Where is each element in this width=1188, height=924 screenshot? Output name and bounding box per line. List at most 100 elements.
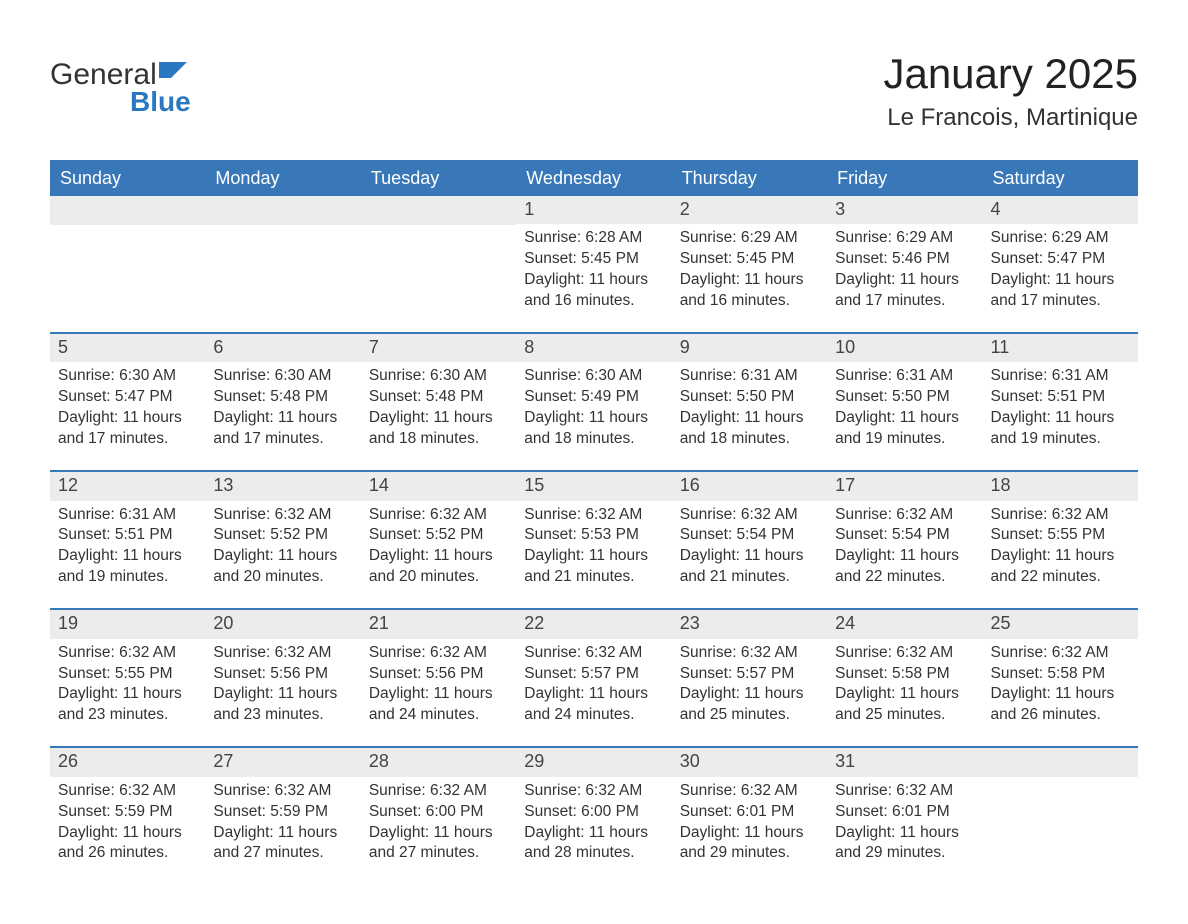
sunrise-text: Sunrise: 6:32 AM (680, 781, 819, 802)
day-body: Sunrise: 6:31 AMSunset: 5:50 PMDaylight:… (672, 362, 827, 454)
daylight-text: Daylight: 11 hours and 17 minutes. (213, 408, 352, 450)
sunrise-text: Sunrise: 6:32 AM (213, 643, 352, 664)
day-cell: 2Sunrise: 6:29 AMSunset: 5:45 PMDaylight… (672, 196, 827, 332)
sunset-text: Sunset: 5:59 PM (213, 802, 352, 823)
day-cell: 27Sunrise: 6:32 AMSunset: 5:59 PMDayligh… (205, 748, 360, 884)
sunset-text: Sunset: 5:50 PM (680, 387, 819, 408)
sunset-text: Sunset: 5:57 PM (524, 664, 663, 685)
daylight-text: Daylight: 11 hours and 24 minutes. (524, 684, 663, 726)
day-number: 20 (205, 610, 360, 638)
day-body: Sunrise: 6:28 AMSunset: 5:45 PMDaylight:… (516, 224, 671, 316)
daylight-text: Daylight: 11 hours and 25 minutes. (680, 684, 819, 726)
daylight-text: Daylight: 11 hours and 25 minutes. (835, 684, 974, 726)
weekday-header: Friday (827, 162, 982, 196)
daylight-text: Daylight: 11 hours and 26 minutes. (58, 823, 197, 865)
day-number: 26 (50, 748, 205, 776)
day-number: 17 (827, 472, 982, 500)
day-number: 29 (516, 748, 671, 776)
day-body (50, 225, 205, 316)
day-cell (983, 748, 1138, 884)
daylight-text: Daylight: 11 hours and 26 minutes. (991, 684, 1130, 726)
sunset-text: Sunset: 5:47 PM (991, 249, 1130, 270)
day-body: Sunrise: 6:32 AMSunset: 5:55 PMDaylight:… (983, 501, 1138, 593)
day-number: 5 (50, 334, 205, 362)
day-number: 8 (516, 334, 671, 362)
sunrise-text: Sunrise: 6:32 AM (991, 643, 1130, 664)
sunset-text: Sunset: 5:57 PM (680, 664, 819, 685)
day-body (983, 777, 1138, 868)
day-number (205, 196, 360, 225)
daylight-text: Daylight: 11 hours and 27 minutes. (369, 823, 508, 865)
day-cell: 20Sunrise: 6:32 AMSunset: 5:56 PMDayligh… (205, 610, 360, 746)
page-title: January 2025 (883, 50, 1138, 98)
day-number: 4 (983, 196, 1138, 224)
sunset-text: Sunset: 5:49 PM (524, 387, 663, 408)
day-body: Sunrise: 6:32 AMSunset: 5:56 PMDaylight:… (205, 639, 360, 731)
sunrise-text: Sunrise: 6:31 AM (835, 366, 974, 387)
day-number: 31 (827, 748, 982, 776)
daylight-text: Daylight: 11 hours and 18 minutes. (524, 408, 663, 450)
sunrise-text: Sunrise: 6:32 AM (58, 643, 197, 664)
sunrise-text: Sunrise: 6:30 AM (58, 366, 197, 387)
daylight-text: Daylight: 11 hours and 19 minutes. (991, 408, 1130, 450)
week-row: 12Sunrise: 6:31 AMSunset: 5:51 PMDayligh… (50, 470, 1138, 608)
calendar: SundayMondayTuesdayWednesdayThursdayFrid… (50, 160, 1138, 884)
sunset-text: Sunset: 6:00 PM (524, 802, 663, 823)
daylight-text: Daylight: 11 hours and 19 minutes. (835, 408, 974, 450)
day-number (983, 748, 1138, 777)
day-body: Sunrise: 6:31 AMSunset: 5:51 PMDaylight:… (50, 501, 205, 593)
day-body: Sunrise: 6:32 AMSunset: 5:59 PMDaylight:… (50, 777, 205, 869)
day-cell: 24Sunrise: 6:32 AMSunset: 5:58 PMDayligh… (827, 610, 982, 746)
day-number: 9 (672, 334, 827, 362)
day-cell: 7Sunrise: 6:30 AMSunset: 5:48 PMDaylight… (361, 334, 516, 470)
logo-line-1: General (50, 58, 191, 92)
day-number: 30 (672, 748, 827, 776)
day-cell: 11Sunrise: 6:31 AMSunset: 5:51 PMDayligh… (983, 334, 1138, 470)
weekday-header: Monday (205, 162, 360, 196)
day-cell: 17Sunrise: 6:32 AMSunset: 5:54 PMDayligh… (827, 472, 982, 608)
day-number: 21 (361, 610, 516, 638)
sunset-text: Sunset: 5:52 PM (213, 525, 352, 546)
sunrise-text: Sunrise: 6:32 AM (835, 505, 974, 526)
day-body: Sunrise: 6:32 AMSunset: 5:55 PMDaylight:… (50, 639, 205, 731)
sunset-text: Sunset: 5:55 PM (991, 525, 1130, 546)
daylight-text: Daylight: 11 hours and 16 minutes. (524, 270, 663, 312)
day-cell: 31Sunrise: 6:32 AMSunset: 6:01 PMDayligh… (827, 748, 982, 884)
sunset-text: Sunset: 5:58 PM (835, 664, 974, 685)
sunrise-text: Sunrise: 6:32 AM (524, 643, 663, 664)
day-cell: 3Sunrise: 6:29 AMSunset: 5:46 PMDaylight… (827, 196, 982, 332)
sunrise-text: Sunrise: 6:32 AM (680, 505, 819, 526)
sunrise-text: Sunrise: 6:28 AM (524, 228, 663, 249)
calendar-page: General Blue January 2025 Le Francois, M… (0, 0, 1188, 924)
day-number: 28 (361, 748, 516, 776)
day-number: 22 (516, 610, 671, 638)
sunset-text: Sunset: 5:45 PM (680, 249, 819, 270)
day-cell (50, 196, 205, 332)
day-cell: 16Sunrise: 6:32 AMSunset: 5:54 PMDayligh… (672, 472, 827, 608)
day-body: Sunrise: 6:31 AMSunset: 5:50 PMDaylight:… (827, 362, 982, 454)
sunset-text: Sunset: 5:54 PM (680, 525, 819, 546)
weekday-header: Tuesday (361, 162, 516, 196)
day-body: Sunrise: 6:32 AMSunset: 5:59 PMDaylight:… (205, 777, 360, 869)
day-body: Sunrise: 6:32 AMSunset: 5:53 PMDaylight:… (516, 501, 671, 593)
weekday-header: Sunday (50, 162, 205, 196)
sunset-text: Sunset: 5:58 PM (991, 664, 1130, 685)
sunrise-text: Sunrise: 6:32 AM (213, 781, 352, 802)
sunrise-text: Sunrise: 6:31 AM (991, 366, 1130, 387)
sunset-text: Sunset: 5:55 PM (58, 664, 197, 685)
sunset-text: Sunset: 6:01 PM (835, 802, 974, 823)
daylight-text: Daylight: 11 hours and 29 minutes. (680, 823, 819, 865)
day-body: Sunrise: 6:32 AMSunset: 5:58 PMDaylight:… (827, 639, 982, 731)
daylight-text: Daylight: 11 hours and 24 minutes. (369, 684, 508, 726)
day-cell: 23Sunrise: 6:32 AMSunset: 5:57 PMDayligh… (672, 610, 827, 746)
day-body: Sunrise: 6:29 AMSunset: 5:46 PMDaylight:… (827, 224, 982, 316)
sunset-text: Sunset: 5:48 PM (369, 387, 508, 408)
day-cell: 15Sunrise: 6:32 AMSunset: 5:53 PMDayligh… (516, 472, 671, 608)
sunset-text: Sunset: 6:00 PM (369, 802, 508, 823)
day-cell: 26Sunrise: 6:32 AMSunset: 5:59 PMDayligh… (50, 748, 205, 884)
header: General Blue January 2025 Le Francois, M… (50, 50, 1138, 132)
weeks-container: 1Sunrise: 6:28 AMSunset: 5:45 PMDaylight… (50, 196, 1138, 884)
sunrise-text: Sunrise: 6:32 AM (991, 505, 1130, 526)
sunset-text: Sunset: 5:52 PM (369, 525, 508, 546)
sunrise-text: Sunrise: 6:30 AM (369, 366, 508, 387)
